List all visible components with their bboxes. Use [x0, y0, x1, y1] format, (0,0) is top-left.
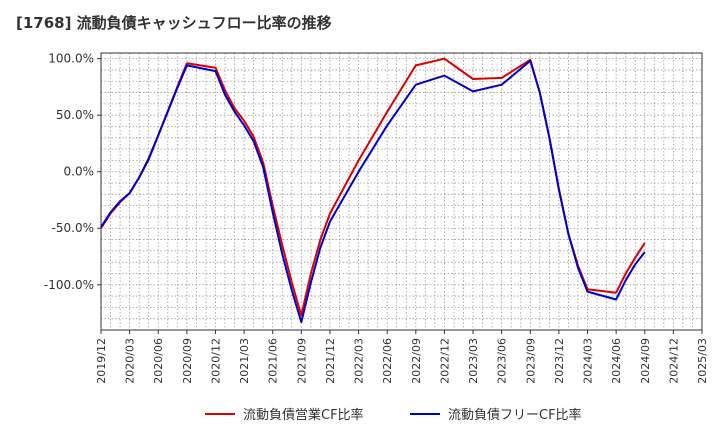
x-tick-label: 2021/03	[238, 338, 251, 384]
plot-area-border	[100, 52, 703, 331]
legend: 流動負債営業CF比率 流動負債フリーCF比率	[205, 407, 582, 423]
x-tick-label: 2024/03	[582, 338, 595, 384]
legend-label-2: 流動負債フリーCF比率	[448, 407, 582, 423]
x-tick-label: 2020/06	[152, 338, 165, 384]
series-line-2	[100, 59, 646, 324]
x-tick-label: 2024/09	[639, 338, 652, 384]
chart-title: [1768] 流動負債キャッシュフロー比率の推移	[16, 14, 332, 32]
x-tick-label: 2019/12	[95, 338, 108, 384]
x-tick-label: 2022/03	[353, 338, 366, 384]
grid-lines	[100, 53, 703, 331]
x-tick-label: 2023/03	[467, 338, 480, 384]
x-tick-label: 2024/06	[610, 338, 623, 384]
x-tick-label: 2021/12	[324, 338, 337, 384]
x-axis-ticks: 2019/12 2020/03 2020/06 2020/09 2020/12 2021/…	[95, 330, 709, 384]
x-tick-label: 2022/09	[410, 338, 423, 384]
x-tick-label: 2022/12	[438, 338, 451, 384]
y-tick-label: -50.0%	[52, 221, 94, 235]
series-line-1	[100, 57, 646, 317]
x-tick-label: 2020/12	[209, 338, 222, 384]
x-tick-label: 2021/06	[267, 338, 280, 384]
y-tick-label: 100.0%	[48, 52, 94, 66]
x-tick-label: 2023/06	[496, 338, 509, 384]
legend-label-1: 流動負債営業CF比率	[243, 407, 364, 423]
y-tick-label: 0.0%	[64, 165, 95, 179]
x-tick-label: 2020/09	[181, 338, 194, 384]
x-tick-label: 2023/09	[524, 338, 537, 384]
x-tick-label: 2023/12	[553, 338, 566, 384]
x-tick-label: 2022/06	[381, 338, 394, 384]
plot-frame	[100, 52, 703, 331]
x-tick-label: 2021/09	[295, 338, 308, 384]
y-tick-label: -100.0%	[44, 278, 94, 292]
y-axis-ticks: 100.0% 50.0% 0.0% -50.0% -100.0%	[44, 52, 101, 292]
x-tick-label: 2020/03	[124, 338, 137, 384]
y-tick-label: 50.0%	[56, 108, 94, 122]
series-lines	[100, 57, 646, 324]
x-tick-label: 2025/03	[696, 338, 709, 384]
x-tick-label: 2024/12	[667, 338, 680, 384]
